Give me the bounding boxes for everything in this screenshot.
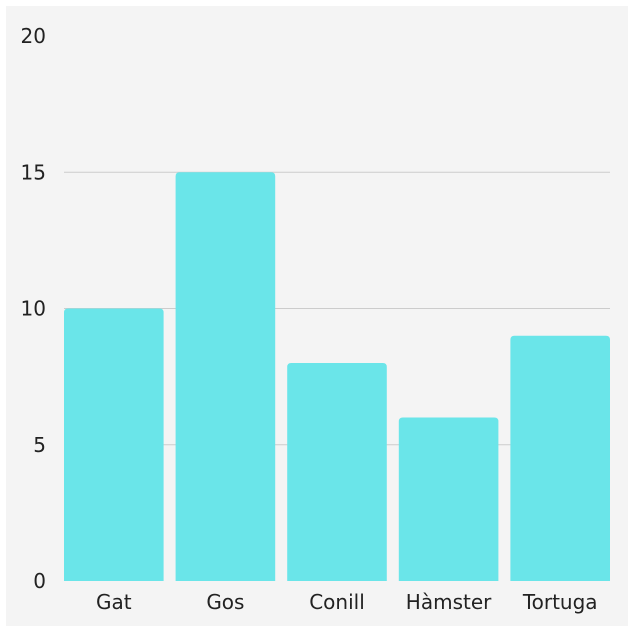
- x-axis-labels: Gat Gos Conill Hàmster Tortuga: [96, 590, 598, 614]
- bar-gos: [175, 172, 276, 581]
- y-tick-label: 10: [21, 297, 46, 321]
- bar-hàmster: [398, 417, 499, 581]
- bars: [64, 172, 610, 581]
- x-tick-label: Tortuga: [522, 590, 598, 614]
- x-tick-label: Conill: [309, 590, 365, 614]
- y-tick-label: 20: [21, 24, 46, 48]
- x-tick-label: Gat: [96, 590, 132, 614]
- chart-container: 0 5 10 15 20 Gat Gos Conill Hàmster Tortuga: [6, 6, 628, 626]
- x-tick-label: Hàmster: [406, 590, 492, 614]
- y-tick-label: 15: [21, 160, 46, 184]
- y-axis-ticks: 0 5 10 15 20: [21, 24, 46, 593]
- bar-conill: [287, 363, 387, 581]
- x-tick-label: Gos: [206, 590, 244, 614]
- y-tick-label: 5: [33, 433, 46, 457]
- y-tick-label: 0: [33, 569, 46, 593]
- bar-tortuga: [510, 335, 610, 581]
- bar-gat: [64, 308, 164, 581]
- bar-chart: 0 5 10 15 20 Gat Gos Conill Hàmster Tortuga: [21, 24, 610, 614]
